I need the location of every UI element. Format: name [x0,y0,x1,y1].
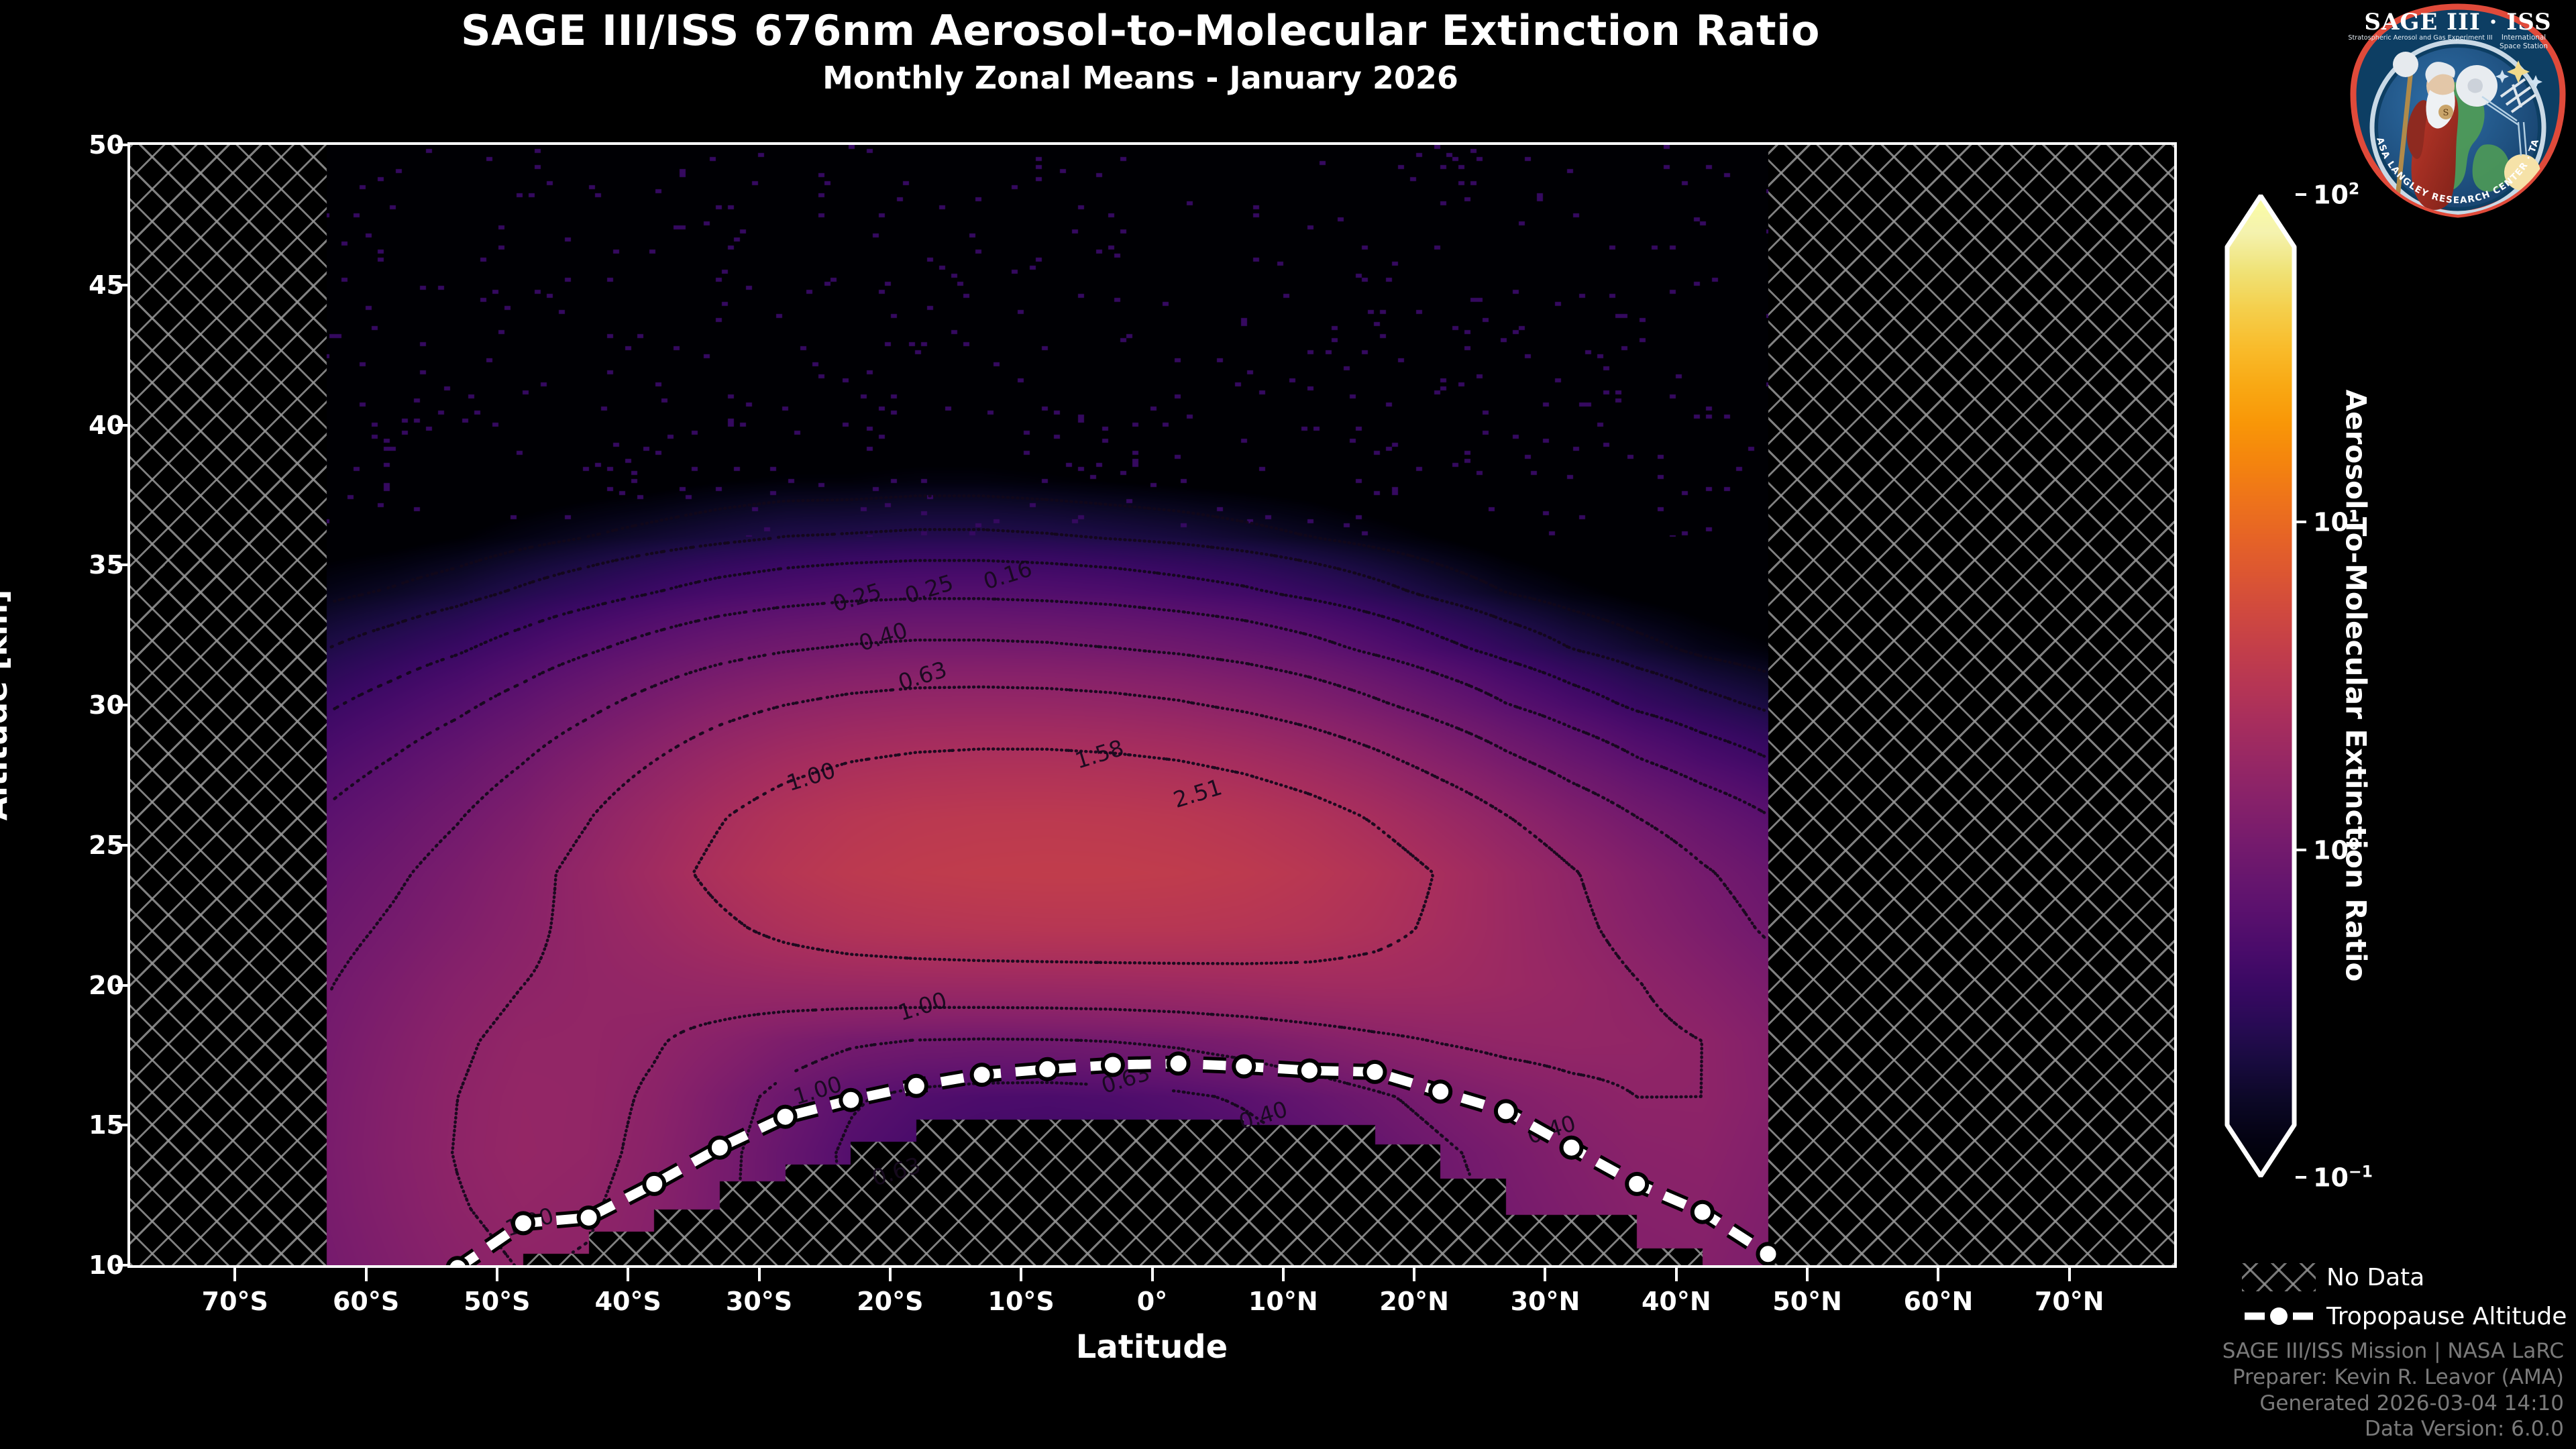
y-axis-tick-label: 10 [89,1250,124,1280]
colorbar-tick-mark [2296,521,2306,524]
colorbar-gradient [2227,195,2294,1177]
colorbar-tick-label: 102 [2313,179,2360,210]
colorbar-label: Aerosol-To-Molecular Extinction Ratio [2339,389,2373,982]
sage-iii-iss-mission-logo: S SAGE III · ISS Stratospheric Aerosol a… [2345,3,2566,218]
colorbar-tick-label: 10−1 [2313,1162,2373,1193]
x-axis-tick-label: 10°S [987,1287,1055,1316]
x-axis-tick-label: 50°N [1772,1287,1842,1316]
y-axis-tick-mark [115,1264,127,1267]
svg-text:S: S [2443,108,2449,118]
aerosol-ratio-heatmap [130,145,2174,1265]
x-axis-tick-label: 20°S [857,1287,924,1316]
x-axis-tick-label: 60°S [332,1287,400,1316]
tropopause-line-icon [2242,1302,2316,1330]
y-axis-tick-label: 20 [89,970,124,1000]
y-axis-tick-label: 15 [89,1110,124,1140]
y-axis-tick-mark [115,1124,127,1127]
plot-area: 0.16 0.25 0.25 0.40 0.40 0.40 0.63 0.63 0.63 1.00… [127,142,2177,1268]
page-title: SAGE III/ISS 676nm Aerosol-to-Molecular … [460,6,1821,55]
colorbar [2220,195,2301,1177]
logo-title: SAGE III · ISS [2364,9,2551,36]
colorbar-tick-mark [2296,848,2306,851]
logo-sage-subtitle: Stratospheric Aerosol and Gas Experiment… [2348,34,2492,42]
plot-clip: 0.16 0.25 0.25 0.40 0.40 0.40 0.63 0.63 0.63 1.00… [130,145,2174,1265]
y-axis-tick-mark [115,983,127,987]
x-axis-tick-label: 50°S [464,1287,531,1316]
colorbar-outline [2224,195,2297,1177]
logo-iss-subtitle-line2: Space Station [2500,42,2548,50]
footer-credits: SAGE III/ISS Mission | NASA LaRC Prepare… [2222,1338,2564,1442]
x-axis-tick-mark [888,1268,892,1281]
y-axis-tick-label: 40 [89,410,124,440]
colorbar-tick-label: 100 [2313,835,2360,865]
y-axis-tick-label: 25 [89,830,124,860]
x-axis-tick-mark [1281,1268,1285,1281]
colorbar-tick-mark [2296,193,2306,196]
y-axis-tick-mark [115,144,127,146]
x-axis-tick-mark [1413,1268,1416,1281]
x-axis-tick-label: 30°S [725,1287,793,1316]
x-axis-tick-mark [233,1268,237,1281]
x-axis-tick-mark [2068,1268,2071,1281]
legend-label-no-data: No Data [2326,1263,2425,1291]
logo-wizard-figure: S [2393,52,2459,211]
x-axis-tick-mark [1150,1268,1154,1281]
x-axis-tick-label: 70°S [201,1287,268,1316]
y-axis-tick-label: 45 [89,270,124,300]
x-axis-tick-mark [627,1268,630,1281]
x-axis-tick-label: 60°N [1903,1287,1974,1316]
colorbar-tick-mark [2296,1176,2306,1179]
logo-iss-subtitle-line1: International [2502,34,2546,42]
footer-line-mission: SAGE III/ISS Mission | NASA LaRC [2222,1339,2564,1363]
x-axis-tick-mark [757,1268,761,1281]
footer-line-version: Data Version: 6.0.0 [2364,1417,2564,1442]
y-axis-tick-mark [115,704,127,706]
x-axis-tick-label: 30°N [1510,1287,1580,1316]
x-axis-tick-mark [1937,1268,1940,1281]
x-axis-tick-label: 40°S [594,1287,661,1316]
y-axis-tick-mark [115,283,127,286]
footer-line-generated: Generated 2026-03-04 14:10 [2259,1391,2564,1415]
x-axis-tick-mark [1544,1268,1547,1281]
legend-label-tropopause: Tropopause Altitude [2326,1302,2567,1330]
x-axis-tick-mark [495,1268,498,1281]
x-axis-tick-label: 0° [1136,1287,1168,1316]
legend: No Data Tropopause Altitude [2242,1258,2567,1336]
legend-item-no-data: No Data [2242,1258,2557,1297]
y-axis-tick-mark [115,564,127,567]
y-axis-tick-label: 50 [89,130,124,160]
y-axis-tick-mark [115,423,127,427]
footer-line-preparer: Preparer: Kevin R. Leavor (AMA) [2232,1364,2564,1389]
y-axis-label: Altitude [km] [0,589,14,821]
x-axis-tick-label: 20°N [1379,1287,1449,1316]
x-axis-tick-label: 10°N [1248,1287,1318,1316]
x-axis-tick-mark [1806,1268,1809,1281]
title-block: SAGE III/ISS 676nm Aerosol-to-Molecular … [0,9,2281,96]
legend-item-tropopause: Tropopause Altitude [2242,1297,2567,1336]
x-axis-label: Latitude [1075,1328,1228,1366]
x-axis-tick-label: 70°N [2034,1287,2104,1316]
colorbar-tick-label: 101 [2313,507,2360,537]
y-axis-tick-mark [115,843,127,847]
y-axis-tick-label: 30 [89,690,124,720]
colorbar-border [2224,195,2297,1177]
x-axis-tick-mark [1674,1268,1678,1281]
no-data-hatch-icon [2242,1263,2316,1291]
x-axis-tick-mark [1020,1268,1023,1281]
y-axis-tick-label: 35 [89,550,124,580]
x-axis-tick-mark [364,1268,368,1281]
page-subtitle: Monthly Zonal Means - January 2026 [822,60,1458,97]
x-axis-tick-label: 40°N [1641,1287,1711,1316]
